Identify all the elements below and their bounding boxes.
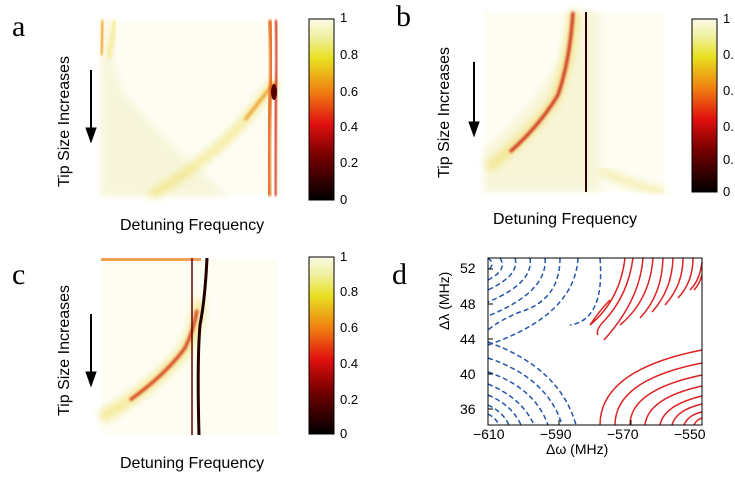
panel-letter-a: a	[12, 10, 26, 43]
d-ytick-52: 52	[460, 260, 476, 276]
cb-c-tick-3: 0.4	[340, 356, 359, 371]
contour-plot-d	[487, 257, 703, 426]
panel-letter-c: c	[12, 258, 26, 291]
cb-b-tick-5: 0	[723, 184, 731, 199]
cb-b-tick-3: 0.	[723, 119, 734, 134]
cb-c-tick-5: 0	[340, 426, 348, 441]
cb-c-tick-4: 0.2	[340, 392, 359, 407]
xlabel-d: Δω (MHz)	[546, 441, 609, 457]
xlabel-a: Detuning Frequency	[120, 217, 265, 234]
colorbar-b	[691, 18, 718, 193]
arrow-b	[468, 62, 480, 138]
cb-c-tick-1: 0.8	[340, 284, 359, 299]
d-xtick-590: −590	[540, 426, 572, 442]
d-ytick-48: 48	[460, 296, 476, 312]
d-ytick-36: 36	[460, 401, 476, 417]
d-xtick-550: −550	[674, 426, 706, 442]
xlabel-c: Detuning Frequency	[120, 455, 265, 472]
cb-b-tick-1: 0.	[723, 47, 734, 62]
arrow-a	[85, 70, 97, 144]
colorbar-a	[308, 18, 335, 201]
cb-b-tick-0: 1	[723, 11, 731, 26]
cb-c-tick-2: 0.6	[340, 320, 359, 335]
cb-a-tick-5: 0	[340, 192, 348, 207]
panel-letter-b: b	[396, 0, 411, 33]
cb-b-tick-2: 0.	[723, 83, 734, 98]
heatmap-a	[99, 19, 283, 200]
colorbar-c	[308, 256, 335, 435]
heatmap-b	[484, 11, 665, 196]
d-xtick-570: −570	[607, 426, 639, 442]
d-ytick-44: 44	[460, 331, 476, 347]
xlabel-b: Detuning Frequency	[493, 211, 638, 228]
panel-letter-d: d	[392, 258, 407, 291]
arrow-c	[85, 314, 97, 388]
cb-a-tick-0: 1	[340, 10, 348, 25]
cb-a-tick-4: 0.2	[340, 155, 359, 170]
d-xtick-610: −610	[473, 426, 505, 442]
cb-b-tick-4: 0.	[723, 152, 734, 167]
d-ytick-40: 40	[460, 366, 476, 382]
heatmap-c	[98, 257, 278, 436]
cb-a-tick-2: 0.6	[340, 84, 359, 99]
cb-a-tick-3: 0.4	[340, 119, 359, 134]
cb-c-tick-0: 1	[340, 249, 348, 264]
cb-a-tick-1: 0.8	[340, 47, 359, 62]
